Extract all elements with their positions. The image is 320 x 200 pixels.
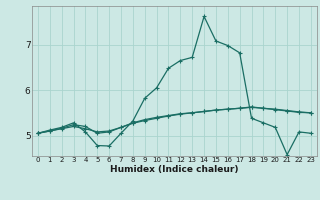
X-axis label: Humidex (Indice chaleur): Humidex (Indice chaleur) <box>110 165 239 174</box>
